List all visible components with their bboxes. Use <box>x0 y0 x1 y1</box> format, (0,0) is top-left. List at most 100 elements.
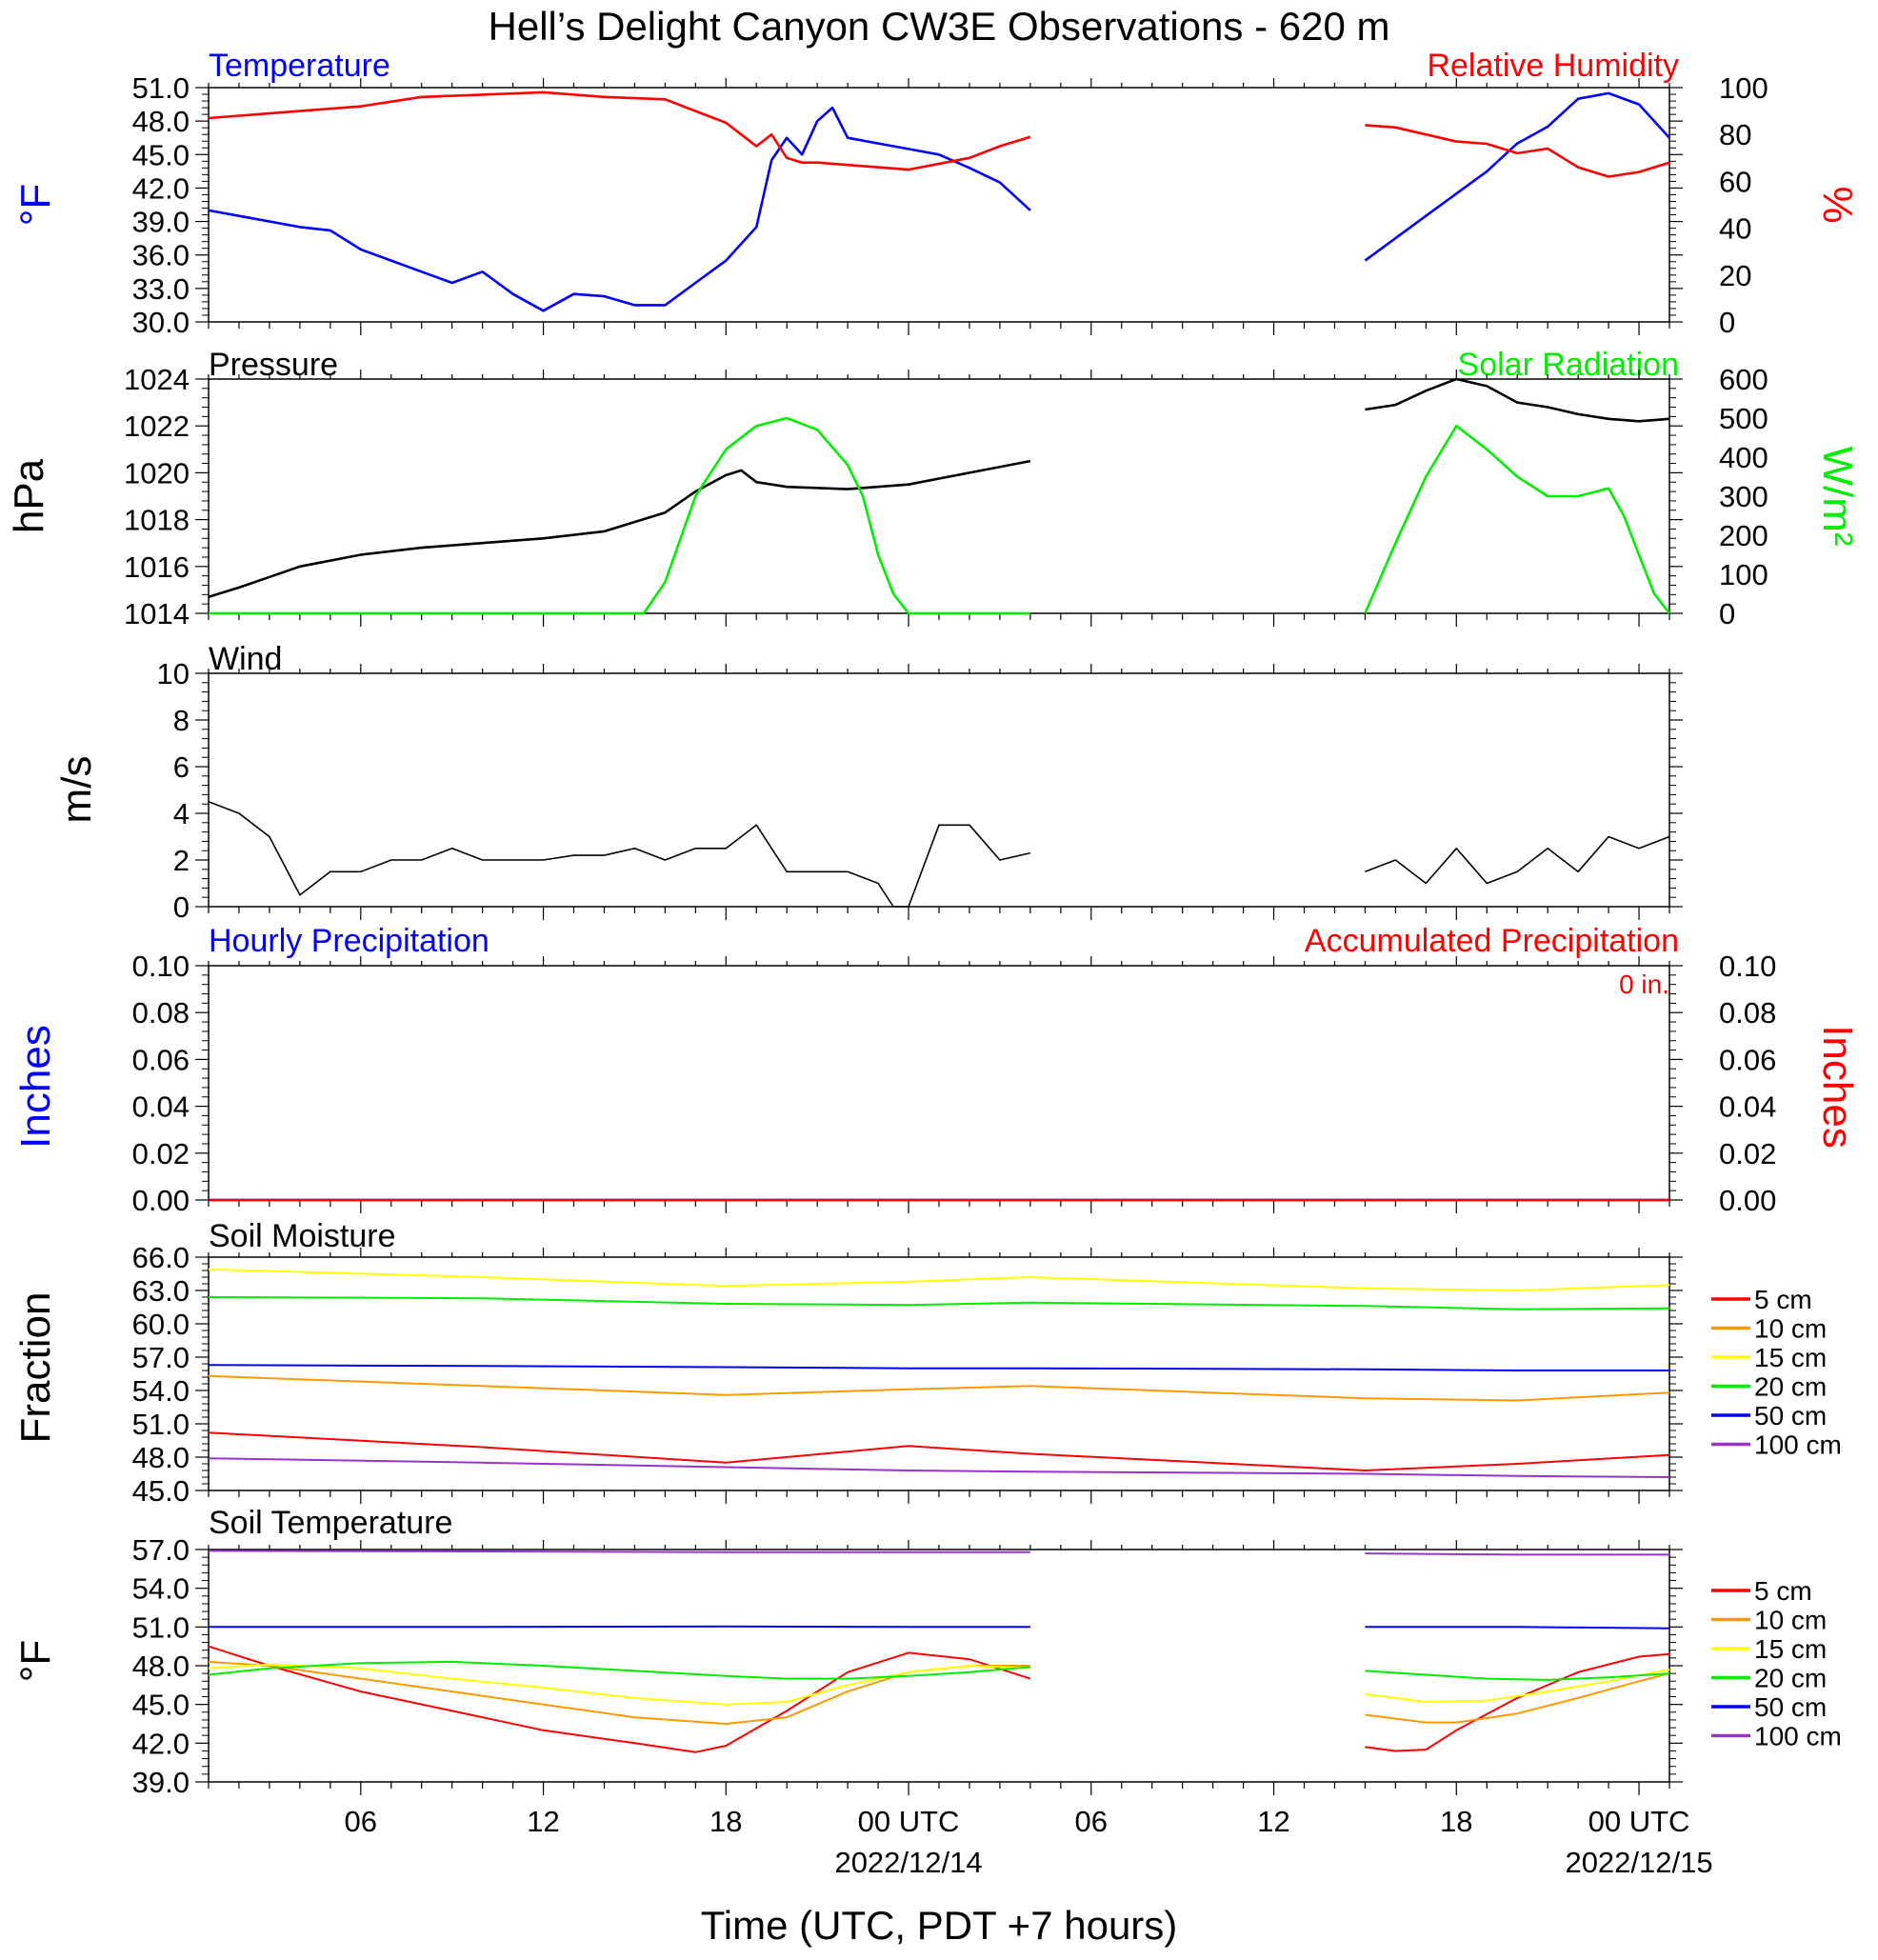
pressure_solar-ytick-label: 1016 <box>124 550 190 584</box>
series-line-15-cm <box>208 1663 1030 1706</box>
legend-label: 5 cm <box>1754 1576 1812 1606</box>
figure-title: Hell’s Delight Canyon CW3E Observations … <box>489 4 1390 49</box>
series-line-relative-humidity <box>1365 124 1670 178</box>
soil_moisture-ytick-label: 51.0 <box>132 1408 190 1441</box>
pressure_solar-ytick-label: 1020 <box>124 456 190 490</box>
legend-label: 10 cm <box>1754 1606 1827 1635</box>
series-line-wind <box>208 801 1031 908</box>
pressure-title: Pressure <box>209 347 338 383</box>
soil_moisture-ytick-label: 45.0 <box>132 1474 190 1508</box>
precip-ytick-label: 0.08 <box>132 996 190 1030</box>
series-line-20-cm <box>208 1296 1670 1310</box>
panel-wind: Wind m/s 10 8 6 4 2 0 <box>53 641 1683 924</box>
precip-y2tick-label: 0.06 <box>1719 1043 1776 1076</box>
soil-moisture-title: Soil Moisture <box>209 1218 396 1254</box>
legend-label: 20 cm <box>1754 1372 1827 1402</box>
precip-ytick-label: 0.02 <box>132 1137 190 1170</box>
series-line-temperature <box>1364 91 1670 262</box>
soil_moisture-ytick-label: 54.0 <box>132 1374 190 1408</box>
pressure-unit: hPa <box>6 458 52 533</box>
soil-temp-unit: °F <box>12 1640 59 1682</box>
legend-label: 15 cm <box>1754 1343 1827 1372</box>
x-tick-label: 18 <box>709 1805 742 1838</box>
accum-precip-title: Accumulated Precipitation <box>1305 923 1679 959</box>
panel-soil-temp: Soil Temperature °F 57.0 54.0 51.0 48.0 45.0… <box>12 1505 1842 1879</box>
soil_moisture-ytick-label: 57.0 <box>132 1341 190 1374</box>
pressure_solar-y2tick-label: 500 <box>1719 402 1768 435</box>
soil_temp-ytick-label: 45.0 <box>132 1689 190 1722</box>
series-line-50-cm <box>208 1364 1669 1371</box>
series-line-15-cm <box>1365 1669 1670 1703</box>
pressure_solar-frame <box>208 378 1670 614</box>
precip-y2tick-label: 0.04 <box>1719 1090 1776 1124</box>
wind-ytick-label: 2 <box>173 844 190 877</box>
temp_rh-y2tick-label: 0 <box>1719 306 1735 339</box>
precip-total: 0 in. <box>1619 970 1669 999</box>
soil_temp-frame <box>208 1549 1670 1783</box>
precip-ytick-label: 0.10 <box>132 950 190 983</box>
panel-pressure-solar: Pressure Solar Radiation hPa W/m² 1024 10… <box>6 347 1861 630</box>
series-line-relative-humidity <box>208 90 1031 171</box>
temp_rh-y2tick-label: 20 <box>1719 259 1751 292</box>
precip-y2tick-label: 0.02 <box>1719 1137 1776 1170</box>
x-tick-label: 12 <box>527 1805 559 1838</box>
wind-title: Wind <box>209 641 282 677</box>
series-line-10-cm <box>208 1660 1030 1725</box>
series-line-pressure <box>1365 377 1670 423</box>
x-axis-title: Time (UTC, PDT +7 hours) <box>701 1903 1178 1948</box>
series-line-solar-radiation <box>209 416 1030 615</box>
legend-label: 100 cm <box>1754 1722 1842 1751</box>
precip-y2tick-label: 0.10 <box>1719 950 1776 983</box>
hourly-precip-unit: Inches <box>12 1025 59 1149</box>
x-tick-label: 00 UTC <box>1588 1805 1690 1838</box>
soil_temp-ytick-label: 42.0 <box>132 1727 190 1760</box>
soil_moisture-frame <box>208 1256 1670 1491</box>
rh-title: Relative Humidity <box>1427 48 1679 84</box>
x-date-label: 2022/12/14 <box>834 1846 982 1879</box>
series-line-15-cm <box>208 1268 1670 1291</box>
wind-ytick-label: 4 <box>173 797 190 830</box>
series-line-wind <box>1365 835 1670 885</box>
rh-unit: % <box>1814 186 1861 223</box>
series-line-100-cm <box>208 1457 1670 1478</box>
x-date-label: 2022/12/15 <box>1565 1846 1712 1879</box>
wind-ytick-label: 0 <box>173 890 190 924</box>
panel-precip: Hourly Precipitation Accumulated Precipi… <box>12 923 1861 1217</box>
series-line-100-cm <box>1365 1552 1669 1556</box>
soil_moisture-ytick-label: 66.0 <box>132 1241 190 1274</box>
precip-ytick-label: 0.04 <box>132 1090 190 1124</box>
series-line-5-cm <box>208 1645 1031 1753</box>
series-line-50-cm <box>209 1625 1030 1629</box>
x-tick-label: 06 <box>1075 1805 1108 1838</box>
hourly-precip-title: Hourly Precipitation <box>209 923 489 959</box>
legend-label: 5 cm <box>1754 1285 1812 1314</box>
temp_rh-ytick-label: 39.0 <box>132 206 190 239</box>
temp_rh-frame <box>208 87 1670 323</box>
wind-unit: m/s <box>53 756 100 824</box>
panel-temp-rh: Temperature Relative Humidity °F % 51.04… <box>12 48 1861 339</box>
legend-label: 15 cm <box>1754 1634 1827 1664</box>
soil_temp-ytick-label: 51.0 <box>132 1610 190 1644</box>
series-line-50-cm <box>1365 1626 1670 1630</box>
series-line-5-cm <box>208 1431 1670 1471</box>
x-tick-label: 06 <box>345 1805 377 1838</box>
soil-temp-title: Soil Temperature <box>209 1505 452 1541</box>
wind-frame <box>208 672 1670 908</box>
temp_rh-ytick-label: 33.0 <box>132 272 190 306</box>
pressure_solar-y2tick-label: 400 <box>1719 441 1768 474</box>
soil-moisture-unit: Fraction <box>12 1292 59 1444</box>
soil_moisture-ytick-label: 63.0 <box>132 1274 190 1308</box>
wind-ytick-label: 10 <box>157 657 190 690</box>
pressure_solar-ytick-label: 1018 <box>124 504 190 537</box>
precip-ytick-label: 0.00 <box>132 1184 190 1217</box>
temp_rh-ytick-label: 45.0 <box>132 138 190 171</box>
pressure_solar-y2tick-label: 200 <box>1719 519 1768 552</box>
legend-label: 50 cm <box>1754 1692 1827 1722</box>
series-line-10-cm <box>208 1374 1670 1402</box>
panel-soil-moisture: Soil Moisture Fraction 66.063.060.057.05… <box>12 1218 1842 1508</box>
legend-label: 100 cm <box>1754 1430 1842 1460</box>
series-line-20-cm <box>208 1660 1030 1680</box>
soil_moisture-ytick-label: 48.0 <box>132 1441 190 1474</box>
legend-label: 10 cm <box>1754 1314 1827 1344</box>
